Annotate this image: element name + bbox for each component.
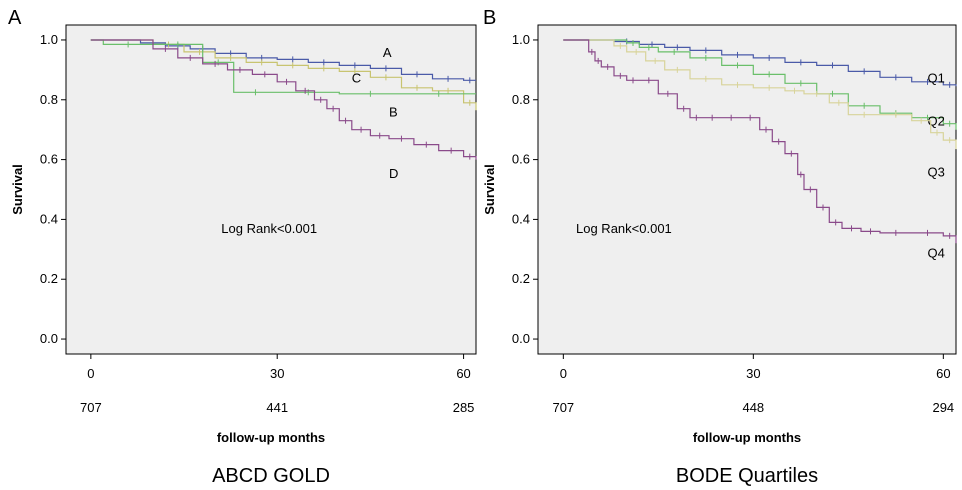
y-tick-label: 1.0 <box>512 32 530 47</box>
plot-area <box>537 24 957 355</box>
y-tick-label: 0.0 <box>40 331 58 346</box>
x-tick-label: 30 <box>746 366 760 381</box>
at-risk-count: 448 <box>742 400 764 415</box>
x-tick-label: 0 <box>87 366 94 381</box>
y-axis-title: Survival <box>10 164 25 215</box>
series-label-q4: Q4 <box>928 245 945 260</box>
x-tick-label: 30 <box>270 366 284 381</box>
series-label-c: C <box>352 70 361 85</box>
panel-label: B <box>483 7 496 29</box>
survival-curve-q1 <box>563 39 957 87</box>
y-tick-label: 1.0 <box>40 32 58 47</box>
x-tick-label: 60 <box>456 366 470 381</box>
x-tick-label: 60 <box>936 366 950 381</box>
y-tick-label: 0.0 <box>512 331 530 346</box>
y-tick-label: 0.4 <box>40 211 58 226</box>
series-label-b: B <box>389 105 398 120</box>
series-label-q1: Q1 <box>928 70 945 85</box>
survival-curve-b <box>90 39 476 95</box>
at-risk-count: 285 <box>453 400 475 415</box>
y-axis-title: Survival <box>482 164 497 215</box>
survival-curve-q3 <box>563 39 957 150</box>
x-tick-label: 0 <box>560 366 567 381</box>
log-rank-annotation: Log Rank<0.001 <box>221 221 317 236</box>
at-risk-count: 707 <box>552 400 574 415</box>
y-tick-label: 0.4 <box>512 211 530 226</box>
y-tick-label: 0.8 <box>40 92 58 107</box>
panel-label: A <box>8 7 22 29</box>
survival-curve-c <box>90 39 477 111</box>
chart-panel-b: B 0.0 0.2 0.4 0.6 0.8 1.0 0 707 30 448 60 294 Surviva… <box>482 7 957 487</box>
y-tick-label: 0.2 <box>40 271 58 286</box>
log-rank-annotation: Log Rank<0.001 <box>576 221 672 236</box>
chart-subtitle: ABCD GOLD <box>212 465 330 487</box>
y-tick-label: 0.6 <box>512 152 530 167</box>
series-label-q2: Q2 <box>928 114 945 129</box>
x-axis-title: follow-up months <box>217 430 325 445</box>
x-axis-title: follow-up months <box>693 430 801 445</box>
series-label-a: A <box>383 45 392 60</box>
y-tick-label: 0.8 <box>512 92 530 107</box>
series-label-d: D <box>389 166 398 181</box>
y-tick-label: 0.2 <box>512 271 530 286</box>
chart-subtitle: BODE Quartiles <box>676 465 818 487</box>
at-risk-count: 707 <box>80 400 102 415</box>
plot-area <box>65 24 477 355</box>
y-tick-label: 0.6 <box>40 152 58 167</box>
series-label-q3: Q3 <box>928 165 945 180</box>
survival-curve-d <box>90 39 477 160</box>
at-risk-count: 441 <box>266 400 288 415</box>
at-risk-count: 294 <box>932 400 954 415</box>
chart-panel-a: A 0.0 0.2 0.4 0.6 0.8 1.0 0 707 30 441 60 285 Surviva… <box>8 7 477 487</box>
